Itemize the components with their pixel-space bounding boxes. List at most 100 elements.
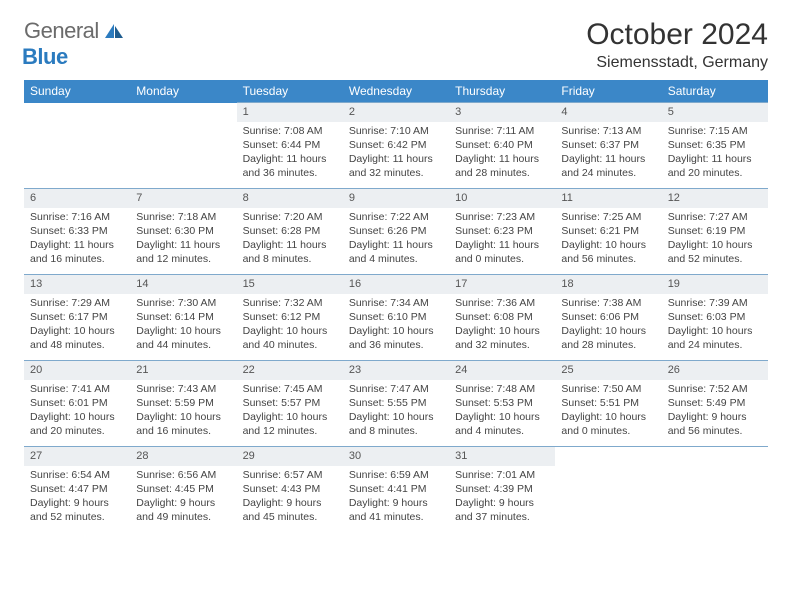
day-details: Sunrise: 6:54 AMSunset: 4:47 PMDaylight:…	[24, 466, 130, 529]
sunset-text: Sunset: 6:23 PM	[455, 224, 549, 238]
day-details: Sunrise: 7:22 AMSunset: 6:26 PMDaylight:…	[343, 208, 449, 271]
daylight-text: Daylight: 10 hours and 44 minutes.	[136, 324, 230, 352]
calendar-day-cell	[662, 447, 768, 533]
sunrise-text: Sunrise: 7:43 AM	[136, 382, 230, 396]
weekday-header: Wednesday	[343, 80, 449, 103]
daylight-text: Daylight: 11 hours and 36 minutes.	[243, 152, 337, 180]
calendar-day-cell: 14Sunrise: 7:30 AMSunset: 6:14 PMDayligh…	[130, 275, 236, 361]
weekday-header: Thursday	[449, 80, 555, 103]
day-details: Sunrise: 6:56 AMSunset: 4:45 PMDaylight:…	[130, 466, 236, 529]
sunset-text: Sunset: 6:30 PM	[136, 224, 230, 238]
calendar-day-cell: 28Sunrise: 6:56 AMSunset: 4:45 PMDayligh…	[130, 447, 236, 533]
sunrise-text: Sunrise: 7:11 AM	[455, 124, 549, 138]
daylight-text: Daylight: 10 hours and 0 minutes.	[561, 410, 655, 438]
sunset-text: Sunset: 6:44 PM	[243, 138, 337, 152]
calendar-day-cell: 21Sunrise: 7:43 AMSunset: 5:59 PMDayligh…	[130, 361, 236, 447]
day-number: 18	[555, 275, 661, 294]
sunset-text: Sunset: 5:51 PM	[561, 396, 655, 410]
day-number: 24	[449, 361, 555, 380]
calendar-day-cell: 23Sunrise: 7:47 AMSunset: 5:55 PMDayligh…	[343, 361, 449, 447]
day-number: 9	[343, 189, 449, 208]
sunset-text: Sunset: 6:08 PM	[455, 310, 549, 324]
sunrise-text: Sunrise: 7:15 AM	[668, 124, 762, 138]
daylight-text: Daylight: 10 hours and 48 minutes.	[30, 324, 124, 352]
sunset-text: Sunset: 6:40 PM	[455, 138, 549, 152]
calendar-day-cell: 1Sunrise: 7:08 AMSunset: 6:44 PMDaylight…	[237, 103, 343, 189]
daylight-text: Daylight: 10 hours and 52 minutes.	[668, 238, 762, 266]
sunrise-text: Sunrise: 7:08 AM	[243, 124, 337, 138]
day-details: Sunrise: 7:47 AMSunset: 5:55 PMDaylight:…	[343, 380, 449, 443]
calendar-day-cell	[130, 103, 236, 189]
sunrise-text: Sunrise: 7:30 AM	[136, 296, 230, 310]
sunrise-text: Sunrise: 7:47 AM	[349, 382, 443, 396]
day-number: 8	[237, 189, 343, 208]
calendar-day-cell: 7Sunrise: 7:18 AMSunset: 6:30 PMDaylight…	[130, 189, 236, 275]
calendar-day-cell	[24, 103, 130, 189]
sunset-text: Sunset: 6:28 PM	[243, 224, 337, 238]
sunrise-text: Sunrise: 7:39 AM	[668, 296, 762, 310]
day-details: Sunrise: 7:45 AMSunset: 5:57 PMDaylight:…	[237, 380, 343, 443]
sunrise-text: Sunrise: 7:18 AM	[136, 210, 230, 224]
sunset-text: Sunset: 6:21 PM	[561, 224, 655, 238]
daylight-text: Daylight: 9 hours and 49 minutes.	[136, 496, 230, 524]
day-number: 13	[24, 275, 130, 294]
daylight-text: Daylight: 11 hours and 28 minutes.	[455, 152, 549, 180]
sunset-text: Sunset: 6:26 PM	[349, 224, 443, 238]
sunrise-text: Sunrise: 7:45 AM	[243, 382, 337, 396]
daylight-text: Daylight: 11 hours and 24 minutes.	[561, 152, 655, 180]
daylight-text: Daylight: 10 hours and 4 minutes.	[455, 410, 549, 438]
day-number: 22	[237, 361, 343, 380]
daylight-text: Daylight: 11 hours and 4 minutes.	[349, 238, 443, 266]
sunset-text: Sunset: 4:43 PM	[243, 482, 337, 496]
sunrise-text: Sunrise: 7:01 AM	[455, 468, 549, 482]
weekday-header-row: SundayMondayTuesdayWednesdayThursdayFrid…	[24, 80, 768, 103]
calendar-day-cell: 27Sunrise: 6:54 AMSunset: 4:47 PMDayligh…	[24, 447, 130, 533]
sunset-text: Sunset: 4:45 PM	[136, 482, 230, 496]
day-number: 17	[449, 275, 555, 294]
daylight-text: Daylight: 11 hours and 16 minutes.	[30, 238, 124, 266]
logo-sail-icon	[105, 24, 123, 38]
day-number: 3	[449, 103, 555, 122]
sunrise-text: Sunrise: 7:48 AM	[455, 382, 549, 396]
calendar-week-row: 27Sunrise: 6:54 AMSunset: 4:47 PMDayligh…	[24, 447, 768, 533]
calendar-day-cell: 24Sunrise: 7:48 AMSunset: 5:53 PMDayligh…	[449, 361, 555, 447]
daylight-text: Daylight: 9 hours and 45 minutes.	[243, 496, 337, 524]
weekday-header: Sunday	[24, 80, 130, 103]
header: General Blue October 2024 Siemensstadt, …	[24, 18, 768, 72]
day-details: Sunrise: 7:10 AMSunset: 6:42 PMDaylight:…	[343, 122, 449, 185]
sunset-text: Sunset: 6:37 PM	[561, 138, 655, 152]
sunrise-text: Sunrise: 7:22 AM	[349, 210, 443, 224]
sunset-text: Sunset: 4:47 PM	[30, 482, 124, 496]
daylight-text: Daylight: 10 hours and 16 minutes.	[136, 410, 230, 438]
sunset-text: Sunset: 6:35 PM	[668, 138, 762, 152]
sunrise-text: Sunrise: 7:29 AM	[30, 296, 124, 310]
logo: General Blue	[24, 18, 123, 70]
day-details: Sunrise: 7:08 AMSunset: 6:44 PMDaylight:…	[237, 122, 343, 185]
sunrise-text: Sunrise: 7:50 AM	[561, 382, 655, 396]
day-number: 2	[343, 103, 449, 122]
calendar-day-cell: 20Sunrise: 7:41 AMSunset: 6:01 PMDayligh…	[24, 361, 130, 447]
calendar-day-cell: 31Sunrise: 7:01 AMSunset: 4:39 PMDayligh…	[449, 447, 555, 533]
calendar-day-cell: 16Sunrise: 7:34 AMSunset: 6:10 PMDayligh…	[343, 275, 449, 361]
calendar-day-cell: 10Sunrise: 7:23 AMSunset: 6:23 PMDayligh…	[449, 189, 555, 275]
day-number: 23	[343, 361, 449, 380]
calendar-week-row: 20Sunrise: 7:41 AMSunset: 6:01 PMDayligh…	[24, 361, 768, 447]
daylight-text: Daylight: 10 hours and 24 minutes.	[668, 324, 762, 352]
day-number: 6	[24, 189, 130, 208]
day-number: 26	[662, 361, 768, 380]
calendar-day-cell: 2Sunrise: 7:10 AMSunset: 6:42 PMDaylight…	[343, 103, 449, 189]
sunset-text: Sunset: 6:42 PM	[349, 138, 443, 152]
sunset-text: Sunset: 6:12 PM	[243, 310, 337, 324]
day-details: Sunrise: 7:13 AMSunset: 6:37 PMDaylight:…	[555, 122, 661, 185]
sunset-text: Sunset: 5:49 PM	[668, 396, 762, 410]
day-details: Sunrise: 7:43 AMSunset: 5:59 PMDaylight:…	[130, 380, 236, 443]
day-number: 20	[24, 361, 130, 380]
daylight-text: Daylight: 9 hours and 41 minutes.	[349, 496, 443, 524]
daylight-text: Daylight: 9 hours and 52 minutes.	[30, 496, 124, 524]
day-details: Sunrise: 7:25 AMSunset: 6:21 PMDaylight:…	[555, 208, 661, 271]
sunrise-text: Sunrise: 6:56 AM	[136, 468, 230, 482]
daylight-text: Daylight: 10 hours and 28 minutes.	[561, 324, 655, 352]
logo-text-blue: Blue	[22, 44, 68, 69]
day-details: Sunrise: 7:41 AMSunset: 6:01 PMDaylight:…	[24, 380, 130, 443]
calendar-week-row: 13Sunrise: 7:29 AMSunset: 6:17 PMDayligh…	[24, 275, 768, 361]
